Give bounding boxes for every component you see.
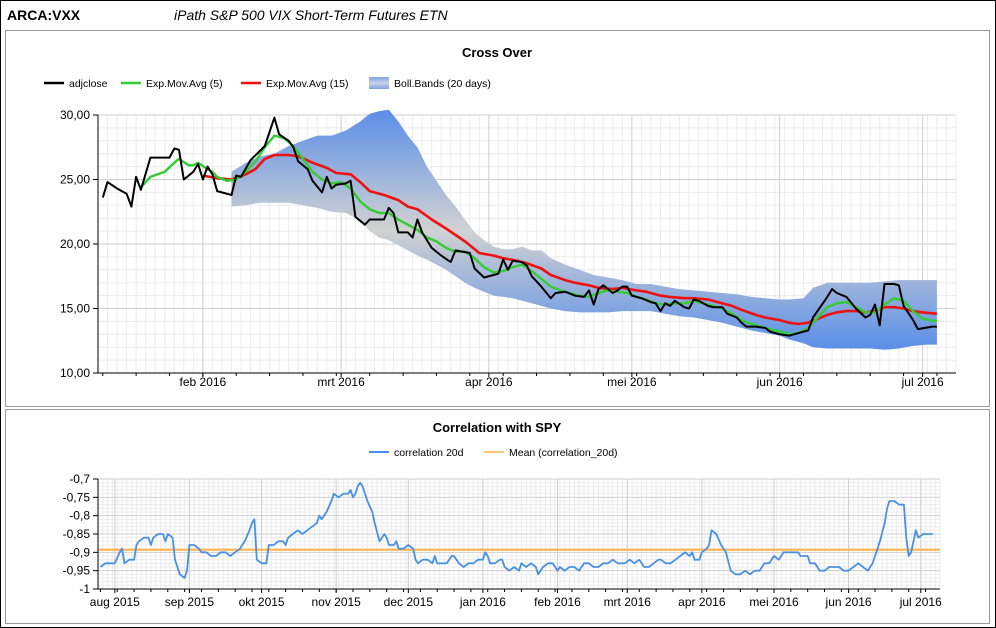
y-tick-label: -0,85 xyxy=(63,527,91,541)
y-tick-label: -0,9 xyxy=(69,545,90,559)
y-tick-label: -1 xyxy=(79,582,90,596)
legend-label: Mean (correlation_20d) xyxy=(509,447,618,459)
instrument-name: iPath S&P 500 VIX Short-Term Futures ETN xyxy=(174,7,448,23)
correlation-panel: Correlation with SPY correlation 20d Mean … xyxy=(5,409,990,624)
x-tick-label: feb 2016 xyxy=(534,595,581,609)
x-tick-label: jul 2016 xyxy=(899,595,942,609)
y-tick-label: 30,00 xyxy=(60,108,90,122)
correlation-line xyxy=(99,481,933,579)
x-tick-label: jun 2016 xyxy=(756,375,803,389)
x-tick-label: dec 2015 xyxy=(384,595,434,609)
y-tick-label: -0,75 xyxy=(63,490,91,504)
bollinger-band xyxy=(231,109,937,350)
legend-swatch xyxy=(369,77,389,89)
legend-label: correlation 20d xyxy=(394,447,464,459)
x-tick-label: jun 2016 xyxy=(825,595,872,609)
legend-label: Boll.Bands (20 days) xyxy=(394,78,491,90)
x-tick-label: apr 2016 xyxy=(678,595,726,609)
legend-label: Exp.Mov.Avg (15) xyxy=(266,78,348,90)
y-tick-label: 10,00 xyxy=(60,366,90,380)
x-tick-label: feb 2016 xyxy=(180,375,227,389)
correlation-chart: Correlation with SPY correlation 20d Mean … xyxy=(63,420,942,609)
y-tick-label: 20,00 xyxy=(60,237,90,251)
x-tick-label: sep 2015 xyxy=(165,595,215,609)
adjclose-line xyxy=(101,116,937,337)
y-tick-label: -0,95 xyxy=(63,564,91,578)
y-tick-label: 15,00 xyxy=(60,302,90,316)
x-tick-label: nov 2015 xyxy=(311,595,361,609)
y-tick-label: -0,7 xyxy=(69,472,90,486)
x-tick-label: mei 2016 xyxy=(607,375,657,389)
chart-title: Correlation with SPY xyxy=(433,420,562,435)
x-tick-label: mrt 2016 xyxy=(604,595,652,609)
x-tick-label: jan 2016 xyxy=(459,595,506,609)
chart-title: Cross Over xyxy=(462,45,532,60)
ticker-symbol: ARCA:VXX xyxy=(7,7,81,23)
crossover-chart: Cross Over adjclose Exp.Mov.Avg (5) Exp.Mov… xyxy=(44,45,957,389)
crossover-panel: Cross Over adjclose Exp.Mov.Avg (5) Exp.Mov… xyxy=(5,30,990,407)
x-tick-label: apr 2016 xyxy=(465,375,513,389)
ema15-line xyxy=(202,153,938,326)
x-tick-label: aug 2015 xyxy=(90,595,140,609)
x-tick-label: mrt 2016 xyxy=(317,375,365,389)
legend-label: adjclose xyxy=(69,78,108,90)
y-tick-label: 25,00 xyxy=(60,173,90,187)
x-tick-label: mei 2016 xyxy=(749,595,799,609)
x-tick-label: jul 2016 xyxy=(901,375,944,389)
legend-label: Exp.Mov.Avg (5) xyxy=(146,78,223,90)
y-tick-label: -0,8 xyxy=(69,509,90,523)
x-tick-label: okt 2015 xyxy=(239,595,285,609)
